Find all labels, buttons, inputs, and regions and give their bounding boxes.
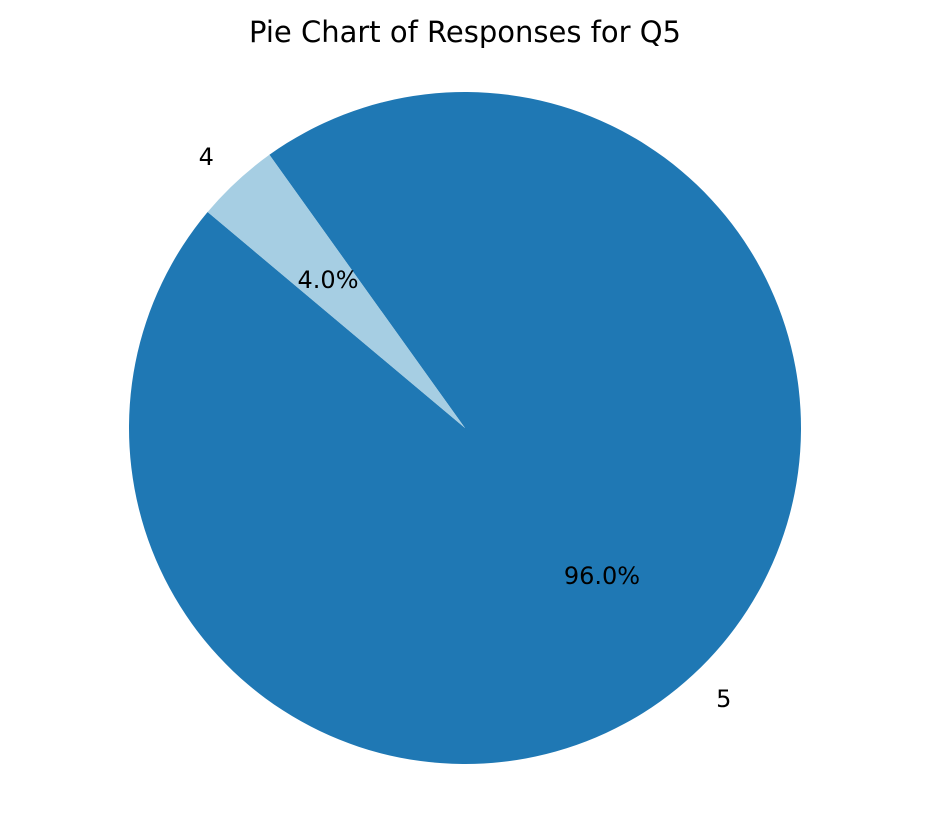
slice-label-5: 5 xyxy=(716,685,731,713)
slice-label-4: 4 xyxy=(199,143,214,171)
slice-pct-label-5: 96.0% xyxy=(564,562,640,590)
pie-slice-5 xyxy=(129,91,802,764)
pie-slice-4 xyxy=(207,154,465,428)
pie-labels: 5 96.0% 4 4.0% xyxy=(199,143,732,713)
slice-pct-label-4: 4.0% xyxy=(298,266,359,294)
pie-slices xyxy=(129,91,802,764)
chart-title: Pie Chart of Responses for Q5 xyxy=(249,15,681,49)
